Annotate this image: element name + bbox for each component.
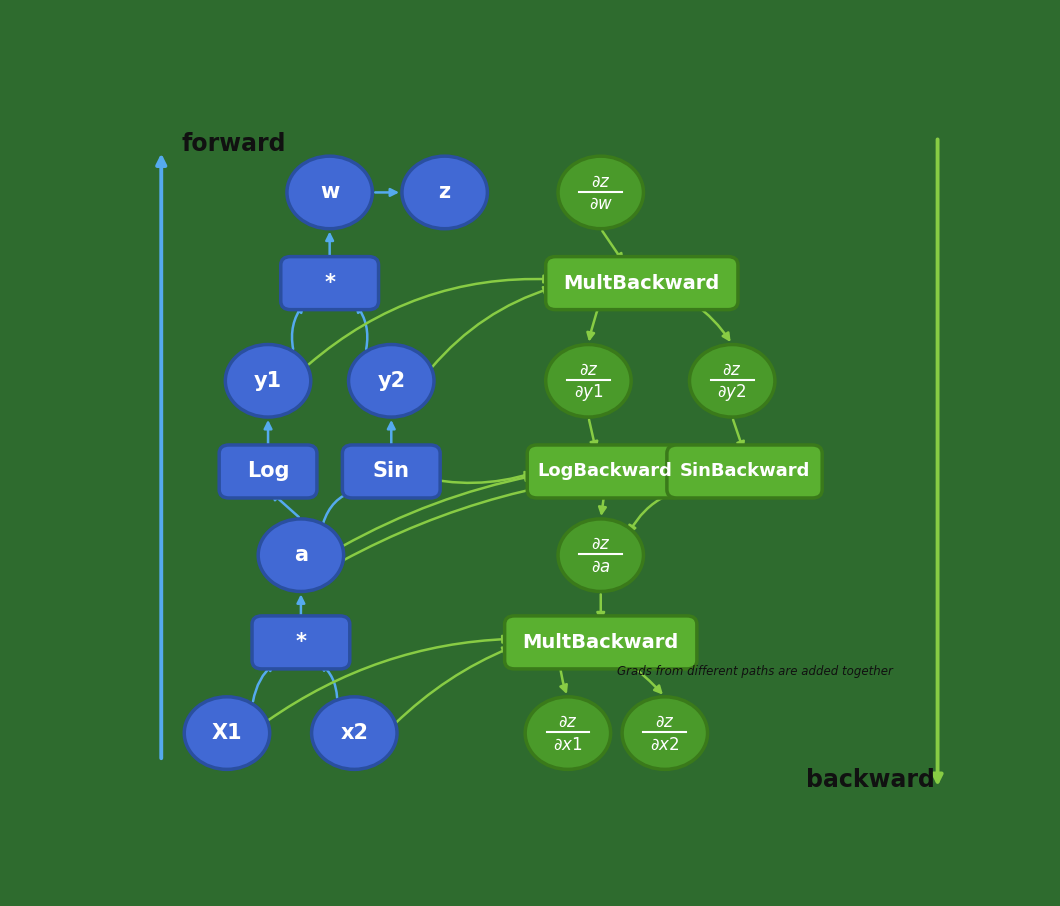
Text: w: w bbox=[320, 182, 339, 202]
FancyBboxPatch shape bbox=[219, 445, 317, 498]
FancyBboxPatch shape bbox=[342, 445, 440, 498]
FancyBboxPatch shape bbox=[252, 616, 350, 669]
Text: MultBackward: MultBackward bbox=[523, 633, 678, 652]
FancyBboxPatch shape bbox=[667, 445, 823, 498]
Circle shape bbox=[558, 519, 643, 592]
Circle shape bbox=[546, 344, 631, 417]
Text: LogBackward: LogBackward bbox=[537, 462, 672, 480]
Text: $\partial w$: $\partial w$ bbox=[588, 196, 613, 213]
Text: $\partial z$: $\partial z$ bbox=[558, 714, 578, 731]
Circle shape bbox=[558, 156, 643, 228]
Text: X1: X1 bbox=[212, 723, 243, 743]
Text: z: z bbox=[439, 182, 450, 202]
Text: $\partial z$: $\partial z$ bbox=[590, 173, 611, 190]
FancyBboxPatch shape bbox=[527, 445, 683, 498]
Circle shape bbox=[184, 697, 269, 769]
Circle shape bbox=[622, 697, 708, 769]
Text: y1: y1 bbox=[254, 371, 282, 390]
Text: $\partial z$: $\partial z$ bbox=[579, 361, 598, 379]
Circle shape bbox=[525, 697, 611, 769]
Text: MultBackward: MultBackward bbox=[564, 274, 720, 293]
FancyBboxPatch shape bbox=[281, 256, 378, 310]
Text: Sin: Sin bbox=[373, 461, 410, 481]
Text: $\partial x1$: $\partial x1$ bbox=[553, 737, 583, 754]
Text: y2: y2 bbox=[377, 371, 405, 390]
Circle shape bbox=[312, 697, 398, 769]
Text: $\partial a$: $\partial a$ bbox=[590, 559, 611, 575]
Text: $\partial y1$: $\partial y1$ bbox=[573, 382, 603, 403]
Circle shape bbox=[402, 156, 488, 228]
Text: Grads from different paths are added together: Grads from different paths are added tog… bbox=[617, 665, 894, 679]
Text: a: a bbox=[294, 545, 307, 565]
FancyBboxPatch shape bbox=[546, 256, 738, 310]
Circle shape bbox=[689, 344, 775, 417]
Text: $\partial z$: $\partial z$ bbox=[722, 361, 742, 379]
Circle shape bbox=[287, 156, 372, 228]
Text: $\partial z$: $\partial z$ bbox=[655, 714, 674, 731]
Circle shape bbox=[259, 519, 343, 592]
FancyBboxPatch shape bbox=[505, 616, 696, 669]
Text: SinBackward: SinBackward bbox=[679, 462, 810, 480]
Text: Log: Log bbox=[247, 461, 289, 481]
Text: $\partial x2$: $\partial x2$ bbox=[650, 737, 679, 754]
Text: *: * bbox=[324, 273, 335, 294]
Text: backward: backward bbox=[806, 767, 935, 792]
Text: $\partial z$: $\partial z$ bbox=[590, 536, 611, 554]
Text: *: * bbox=[296, 632, 306, 652]
Text: $\partial y2$: $\partial y2$ bbox=[718, 382, 747, 403]
Text: x2: x2 bbox=[340, 723, 368, 743]
Circle shape bbox=[349, 344, 434, 417]
Circle shape bbox=[226, 344, 311, 417]
Text: forward: forward bbox=[182, 131, 286, 156]
